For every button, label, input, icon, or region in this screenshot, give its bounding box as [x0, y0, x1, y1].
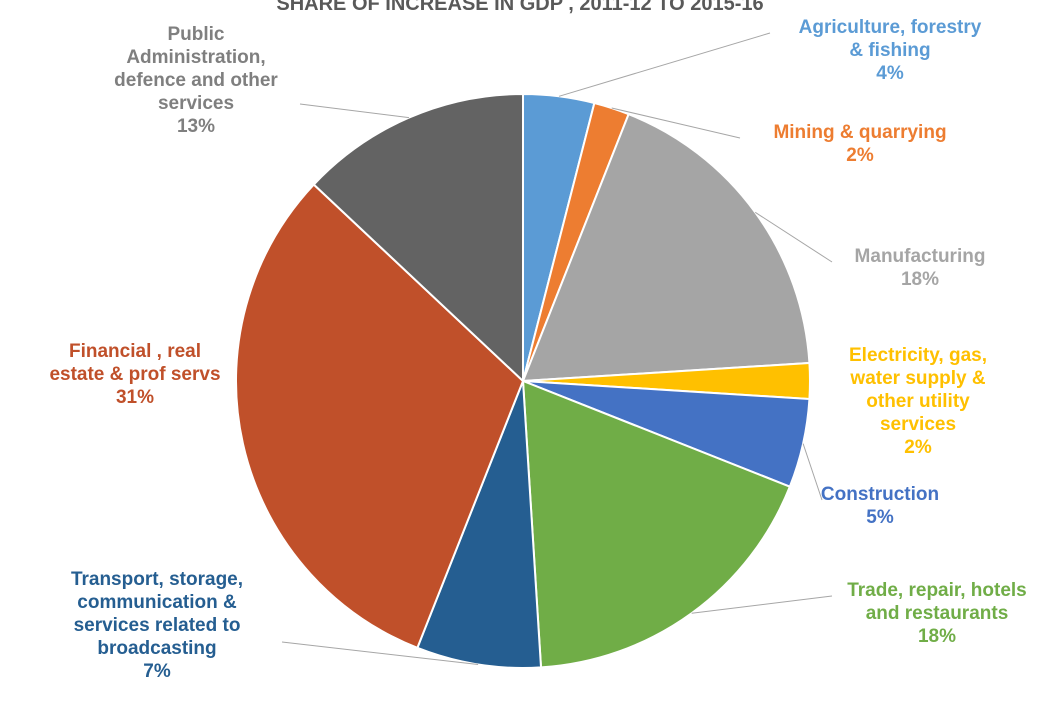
slice-name: Construction — [821, 484, 939, 505]
slice-name: Administration, — [126, 47, 265, 68]
slice-name: water supply & — [849, 368, 985, 389]
leader-line — [281, 641, 479, 665]
slice-name: services — [158, 93, 234, 114]
slice-label: Manufacturing 18% — [855, 246, 986, 290]
slice-name: Manufacturing — [855, 246, 986, 267]
slice-value: 4% — [876, 63, 904, 84]
pie-slice — [235, 183, 525, 650]
pie-slice — [312, 92, 524, 384]
slice-name: Transport, storage, — [71, 569, 243, 590]
slice-name: services — [880, 414, 956, 435]
slice-value: 31% — [116, 387, 154, 408]
pie-slice — [521, 379, 792, 669]
slice-label: Trade, repair, hotels and restaurants 18% — [847, 580, 1027, 647]
pie-slice — [521, 112, 811, 383]
leader-line — [754, 211, 833, 263]
leader-line — [611, 107, 741, 139]
slice-value: 2% — [904, 437, 932, 458]
slice-name: estate & prof servs — [49, 364, 220, 385]
slice-label: Electricity, gas, water supply & other uti… — [849, 345, 987, 458]
slice-label: Mining & quarrying 2% — [773, 122, 946, 166]
leader-line — [558, 32, 771, 97]
slice-name: Financial , real — [69, 341, 201, 362]
slice-name: services related to — [74, 615, 241, 636]
slice-label: Financial , real estate & prof servs 31% — [49, 341, 220, 408]
slice-label: Agriculture, forestry & fishing 4% — [799, 17, 982, 84]
slice-name: Agriculture, forestry — [799, 17, 982, 38]
slice-label: Public Administration, defence and other se… — [114, 24, 278, 137]
slice-name: communication & — [77, 592, 237, 613]
slice-name: Public — [167, 24, 224, 45]
slice-name: Trade, repair, hotels — [847, 580, 1027, 601]
leader-line — [691, 595, 833, 614]
slice-value: 5% — [866, 507, 894, 528]
slice-value: 13% — [177, 116, 215, 137]
slice-name: Electricity, gas, — [849, 345, 987, 366]
slice-name: broadcasting — [97, 638, 216, 659]
slice-name: Mining & quarrying — [773, 122, 946, 143]
slice-name: other utility — [866, 391, 970, 412]
slice-value: 18% — [918, 626, 956, 647]
leader-line — [802, 443, 823, 501]
slice-name: defence and other — [114, 70, 278, 91]
slice-value: 7% — [143, 661, 171, 682]
slice-value: 18% — [901, 269, 939, 290]
slice-name: & fishing — [849, 40, 930, 61]
slice-label: Construction 5% — [821, 484, 939, 528]
slice-name: and restaurants — [866, 603, 1009, 624]
slice-value: 2% — [846, 145, 874, 166]
leader-line — [299, 103, 410, 119]
slice-label: Transport, storage, communication & servic… — [71, 569, 243, 682]
pie-slice — [416, 380, 543, 669]
chart-title: SHARE OF INCREASE IN GDP , 2011-12 TO 20… — [276, 0, 763, 15]
